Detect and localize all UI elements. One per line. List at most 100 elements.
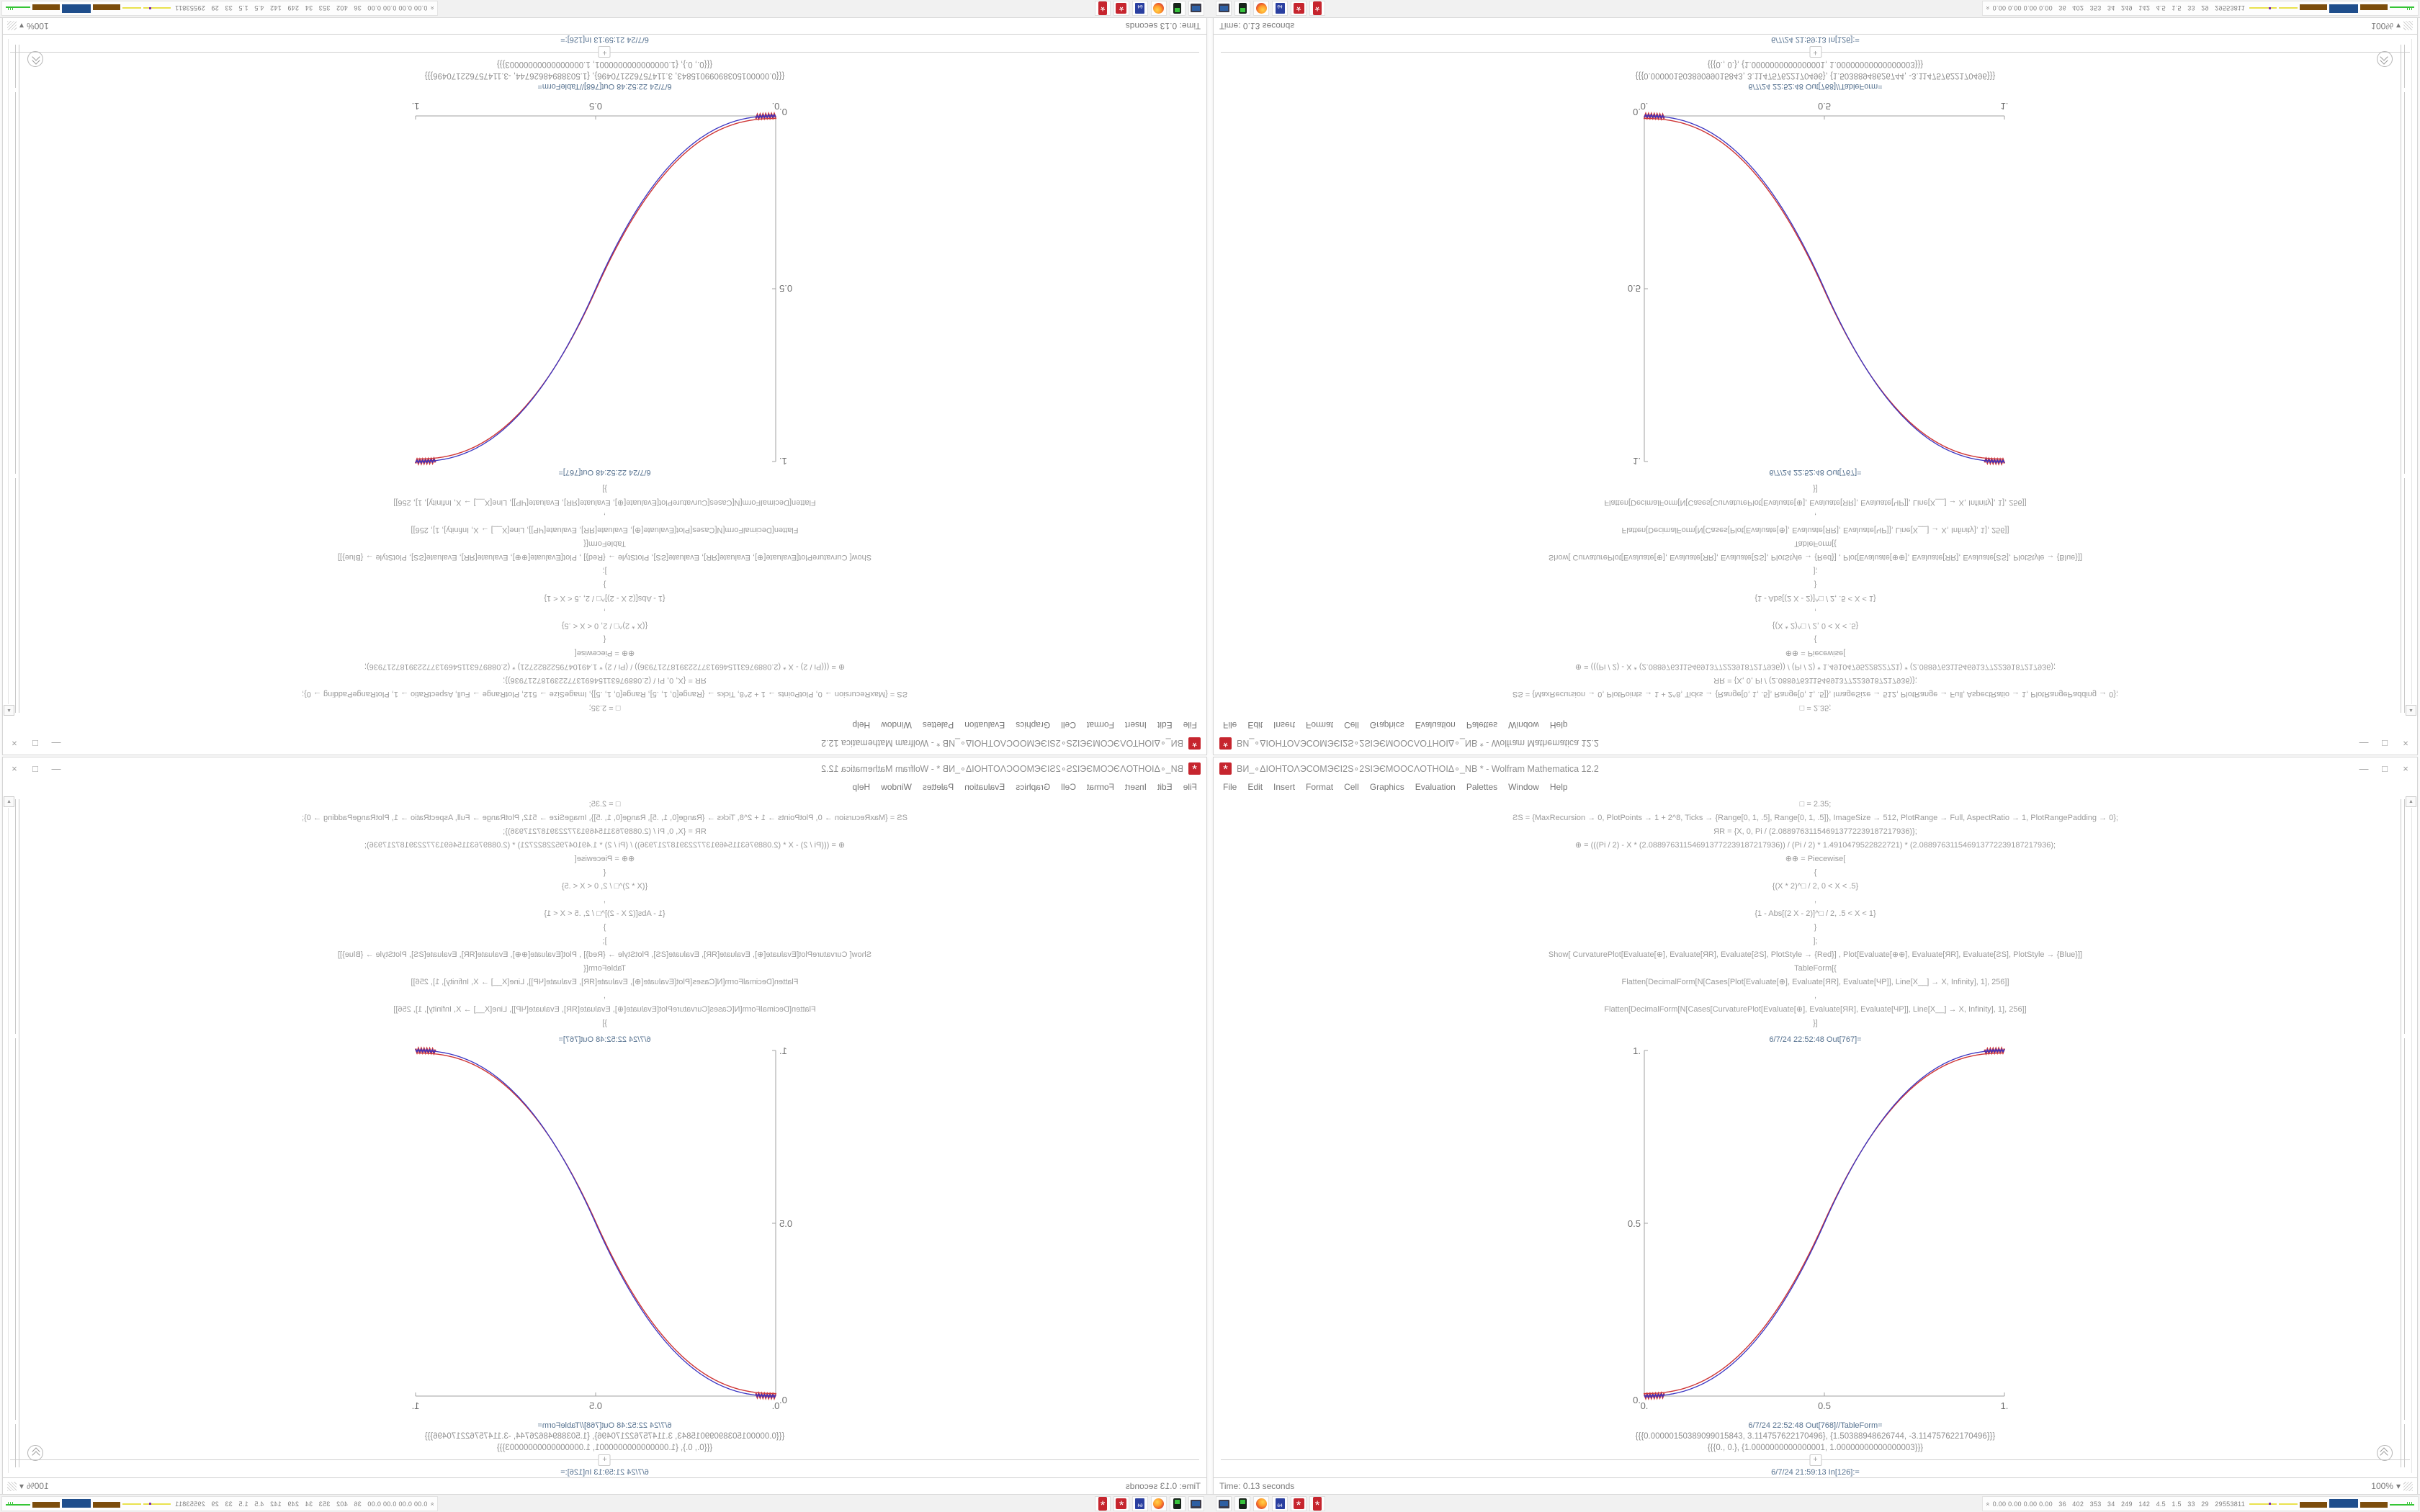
code-line[interactable]: ⊕ = (((Pi / 2) - X * (2.0889763115469137… [1574, 841, 2056, 850]
input-cell[interactable]: □ = 2.35; ƧS = {MaxRecursion → 0, PlotPo… [3, 482, 1206, 717]
menu-cell[interactable]: Cell [1061, 720, 1076, 730]
taskbar-display-icon[interactable] [1188, 1496, 1204, 1511]
code-line[interactable]: Show[ CurvaturePlot[Evaluate[⊕], Evaluat… [337, 553, 872, 562]
zoom-level[interactable]: 100% [2371, 21, 2393, 31]
taskbar-mathematica-icon[interactable]: * [1113, 0, 1129, 16]
tray-expand-chevron-icon[interactable]: « [1984, 6, 1992, 11]
close-button[interactable]: × [2403, 738, 2408, 750]
code-line[interactable]: {(X * 2)^□ / 2, 0 < X < .5} [1772, 882, 1859, 891]
menu-edit[interactable]: Edit [1157, 720, 1173, 730]
code-line[interactable]: , [603, 896, 606, 904]
minimize-button[interactable]: — [51, 738, 61, 750]
menu-graphics[interactable]: Graphics [1016, 782, 1051, 792]
code-line[interactable]: ⊕⊕ = Piecewise[ [1785, 855, 1846, 863]
code-line[interactable]: ЯR = {X, 0, Pi / (2.08897631154691377223… [503, 676, 707, 685]
menu-file[interactable]: File [1183, 720, 1197, 730]
code-line[interactable]: {(X * 2)^□ / 2, 0 < X < .5} [561, 621, 648, 630]
code-line[interactable]: Flatten[DecimalForm[N[Cases[Plot[Evaluat… [1621, 978, 2009, 986]
menu-palettes[interactable]: Palettes [1466, 782, 1498, 792]
resize-grip-icon[interactable] [2403, 1481, 2413, 1491]
code-line[interactable]: Flatten[DecimalForm[N[Cases[CurvaturePlo… [393, 1005, 816, 1014]
menu-format[interactable]: Format [1306, 782, 1334, 792]
code-line[interactable]: Flatten[DecimalForm[N[Cases[CurvaturePlo… [393, 498, 816, 507]
code-line[interactable]: , [603, 608, 606, 616]
scroll-to-top-button[interactable] [27, 1445, 43, 1461]
code-line[interactable]: Flatten[DecimalForm[N[Cases[CurvaturePlo… [1604, 1005, 2027, 1014]
menu-evaluation[interactable]: Evaluation [1415, 782, 1456, 792]
input-cell[interactable]: □ = 2.35; ƧS = {MaxRecursion → 0, PlotPo… [3, 795, 1206, 1030]
menu-format[interactable]: Format [1086, 720, 1114, 730]
taskbar-display-icon[interactable] [1216, 1496, 1232, 1511]
cell-bracket-input[interactable] [15, 478, 16, 713]
scroll-to-top-button[interactable] [2377, 1445, 2393, 1461]
maximize-button[interactable]: □ [32, 738, 38, 750]
taskbar-firefox-icon[interactable] [1151, 1, 1167, 16]
scroll-to-top-button[interactable] [2377, 51, 2393, 67]
menu-help[interactable]: Help [1549, 782, 1568, 792]
cell-insertion-bar[interactable]: + [10, 45, 1199, 58]
input-cell[interactable]: □ = 2.35; ƧS = {MaxRecursion → 0, PlotPo… [1214, 795, 2417, 1030]
close-button[interactable]: × [12, 738, 17, 750]
code-line[interactable]: ]; [1813, 937, 1818, 945]
zoom-level[interactable]: 100% [27, 1481, 49, 1491]
code-line[interactable]: □ = 2.35; [1799, 800, 1832, 809]
taskbar-firefox-icon[interactable] [1151, 1496, 1167, 1511]
code-line[interactable]: , [1814, 512, 1817, 521]
menu-edit[interactable]: Edit [1247, 782, 1263, 792]
code-line[interactable]: ⊕ = (((Pi / 2) - X * (2.0889763115469137… [364, 841, 846, 850]
code-line[interactable]: ⊕⊕ = Piecewise[ [574, 649, 635, 657]
tray-mini-graphs[interactable] [2249, 3, 2414, 14]
taskbar-mathematica-icon[interactable]: * [1113, 1496, 1129, 1512]
taskbar-mathematica-icon-2[interactable]: * [1309, 0, 1325, 16]
cell-bracket-table[interactable] [2404, 45, 2405, 88]
menu-graphics[interactable]: Graphics [1369, 782, 1404, 792]
menu-graphics[interactable]: Graphics [1369, 720, 1404, 730]
menu-palettes[interactable]: Palettes [922, 720, 954, 730]
scrollbar-up-arrow[interactable]: ▲ [4, 796, 14, 807]
code-line[interactable]: { [603, 635, 606, 644]
cell-bracket-input[interactable] [2404, 799, 2405, 1034]
menu-help[interactable]: Help [1549, 720, 1568, 730]
taskbar-display-icon[interactable] [1216, 1, 1232, 16]
code-line[interactable]: , [1814, 896, 1817, 904]
minimize-button[interactable]: — [51, 762, 61, 774]
code-line[interactable]: Flatten[DecimalForm[N[Cases[CurvaturePlo… [1604, 498, 2027, 507]
code-line[interactable]: { [1814, 868, 1817, 877]
code-line[interactable]: , [603, 991, 606, 1000]
code-line[interactable]: } [603, 923, 606, 932]
minimize-button[interactable]: — [2359, 738, 2369, 750]
code-line[interactable]: ⊕ = (((Pi / 2) - X * (2.0889763115469137… [364, 662, 846, 671]
title-bar[interactable]: * ВИ_∘ΔІОНТОΛЭСОМЭЄІ2Ѕ∘2ЅІЭЄМООСΛОТНОІΔ∘… [3, 757, 1206, 779]
cell-bracket-table[interactable] [15, 1424, 16, 1467]
zoom-level[interactable]: 100% [2371, 1481, 2393, 1491]
title-bar[interactable]: * ВИ_∘ΔІОНТОΛЭСОМЭЄІ2Ѕ∘2ЅІЭЄМООСΛОТНОІΔ∘… [3, 733, 1206, 755]
code-line[interactable]: }] [1813, 485, 1818, 493]
code-line[interactable]: , [1814, 991, 1817, 1000]
code-line[interactable]: TableForm[{ [1794, 539, 1837, 548]
menu-window[interactable]: Window [1508, 782, 1539, 792]
scrollbar-rail[interactable] [8, 808, 9, 1473]
taskbar-mathematica-icon-2[interactable]: * [1095, 1496, 1111, 1512]
menu-help[interactable]: Help [852, 782, 871, 792]
scrollbar-up-arrow[interactable]: ▲ [4, 705, 14, 716]
zoom-caret-icon[interactable]: ▾ [19, 21, 24, 31]
taskbar-mathematica-icon-2[interactable]: * [1309, 1496, 1325, 1512]
code-line[interactable]: □ = 2.35; [1799, 703, 1832, 712]
maximize-button[interactable]: □ [2382, 762, 2388, 774]
menu-edit[interactable]: Edit [1247, 720, 1263, 730]
taskbar-floppy-icon[interactable]: 64 [1272, 1496, 1288, 1511]
close-button[interactable]: × [12, 762, 17, 774]
cell-insertion-bar[interactable]: + [1221, 1454, 2410, 1467]
tray-mini-graphs[interactable] [2249, 1498, 2414, 1509]
menu-insert[interactable]: Insert [1273, 720, 1296, 730]
cell-bracket-plot[interactable] [2404, 1038, 2405, 1420]
taskbar-floppy-icon[interactable]: 64 [1132, 1496, 1148, 1511]
code-line[interactable]: ЯR = {X, 0, Pi / (2.08897631154691377223… [503, 827, 707, 836]
scroll-to-top-button[interactable] [27, 51, 43, 67]
scrollbar-rail[interactable] [2411, 39, 2412, 704]
menu-edit[interactable]: Edit [1157, 782, 1173, 792]
menu-file[interactable]: File [1183, 782, 1197, 792]
menu-evaluation[interactable]: Evaluation [1415, 720, 1456, 730]
insert-cell-plus-icon[interactable]: + [599, 46, 611, 58]
menu-window[interactable]: Window [881, 720, 912, 730]
